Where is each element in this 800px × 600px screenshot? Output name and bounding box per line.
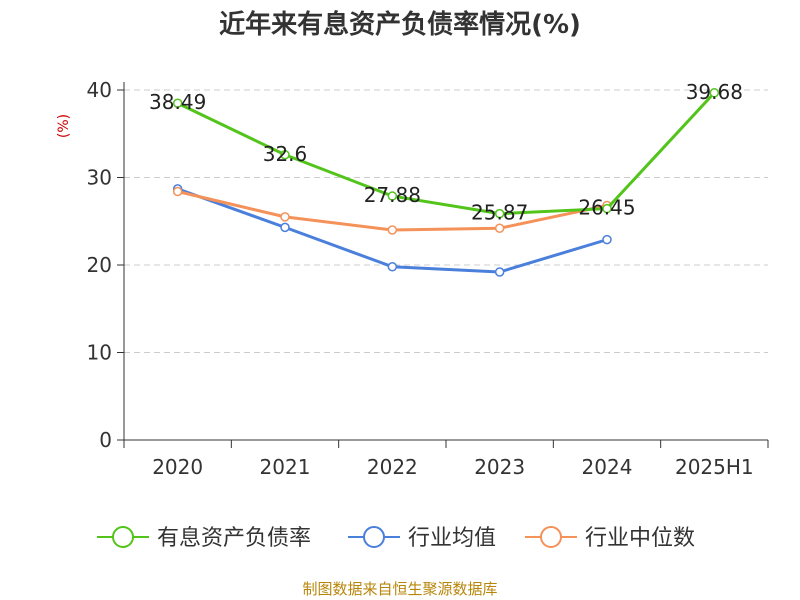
x-tick-label: 2021 [260,455,311,479]
data-point [494,208,505,219]
data-point [280,212,290,222]
data-point [602,234,612,245]
legend-marker [540,526,562,548]
y-tick-label: 30 [87,166,112,190]
y-tick-label: 40 [87,78,112,102]
x-tick-label: 2025H1 [675,455,754,479]
y-tick-label: 0 [99,428,112,452]
axes: 0 10 20 30 40 2020 2021 2022 2023 2024 2025H1 [87,78,769,479]
legend: 有息资产负债率 行业均值 行业中位数 [97,526,695,551]
series-group [172,88,720,277]
legend-label: 有息资产负债率 [157,526,311,551]
y-tick-label: 20 [87,253,112,277]
x-tick-label: 2020 [152,455,203,479]
data-point [602,203,612,214]
data-point [709,88,720,98]
data-label: 32.6 [263,142,308,166]
data-label: 27.88 [364,183,421,207]
source-note: 制图数据来自恒生聚源数据库 [302,580,497,598]
data-label: 38.49 [149,90,206,114]
legend-marker [363,526,385,548]
legend-label: 行业中位数 [585,526,695,551]
y-axis-unit: (%) [56,114,72,138]
data-point [494,223,505,233]
grid-lines [124,89,768,353]
data-label: 25.87 [471,201,528,225]
data-point [387,225,398,235]
x-tick-label: 2024 [582,455,633,479]
data-point [387,262,398,272]
data-point [387,191,398,201]
data-labels: 38.49 32.6 27.88 25.87 26.45 39.68 [149,80,743,225]
chart-title: 近年来有息资产负债率情况(%) [219,9,581,40]
legend-label: 行业均值 [408,526,496,551]
data-point [280,150,290,160]
data-point [172,186,183,197]
series-line [177,91,716,216]
x-tick-label: 2023 [474,455,525,479]
y-tick-label: 10 [87,341,112,365]
data-label: 26.45 [578,196,635,220]
x-tick-label: 2022 [367,455,418,479]
data-point [280,222,290,233]
data-point [494,267,505,277]
legend-marker [112,526,134,548]
data-point [172,98,183,108]
data-label: 39.68 [686,80,743,104]
